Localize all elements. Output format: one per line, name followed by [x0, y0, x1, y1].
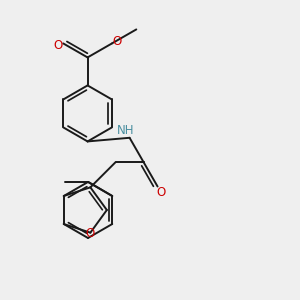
Text: O: O	[86, 227, 95, 240]
Text: NH: NH	[117, 124, 134, 137]
Text: O: O	[156, 186, 165, 199]
Text: O: O	[54, 39, 63, 52]
Text: O: O	[112, 35, 122, 48]
